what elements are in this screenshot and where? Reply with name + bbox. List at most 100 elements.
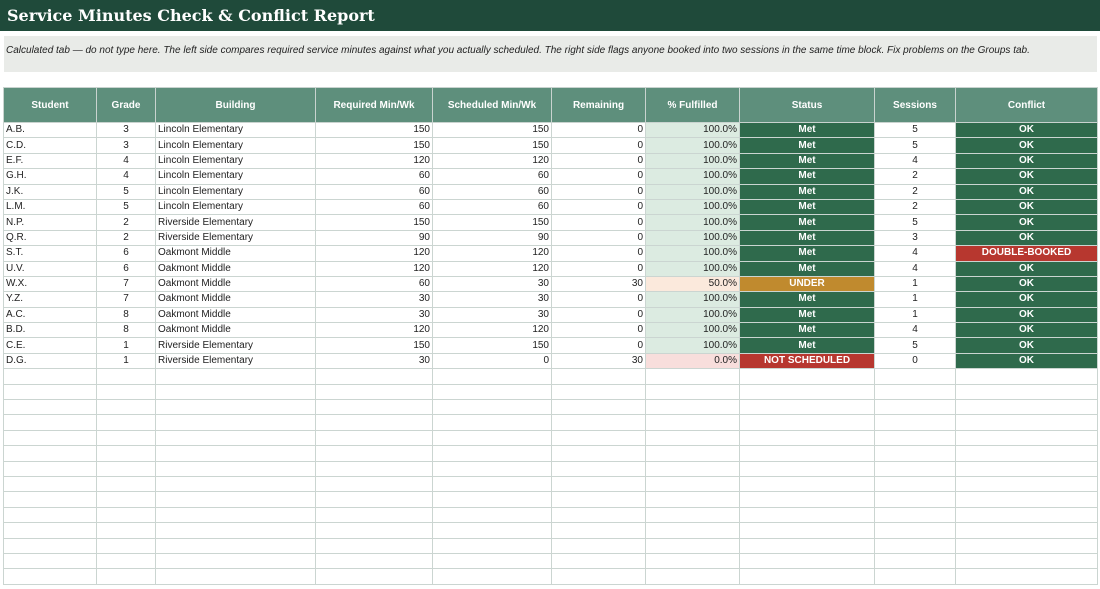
required-cell[interactable]: 150	[315, 337, 433, 354]
empty-cell[interactable]	[645, 506, 740, 524]
sessions-cell[interactable]: 4	[874, 245, 956, 262]
empty-cell[interactable]	[155, 445, 316, 462]
status-cell[interactable]: Met	[739, 229, 875, 247]
scheduled-cell[interactable]: 150	[432, 137, 552, 154]
header-student[interactable]: Student	[3, 87, 97, 123]
empty-cell[interactable]	[955, 429, 1098, 447]
empty-cell[interactable]	[3, 383, 97, 401]
empty-cell[interactable]	[432, 368, 552, 385]
building-cell[interactable]: Riverside Elementary	[155, 229, 316, 247]
required-cell[interactable]: 120	[315, 322, 433, 339]
empty-cell[interactable]	[874, 568, 956, 585]
empty-cell[interactable]	[96, 460, 156, 477]
pct-fulfilled-cell[interactable]: 100.0%	[645, 245, 740, 262]
empty-cell[interactable]	[3, 522, 97, 539]
sessions-cell[interactable]: 0	[874, 352, 956, 370]
sessions-cell[interactable]: 5	[874, 121, 956, 139]
scheduled-cell[interactable]: 150	[432, 214, 552, 231]
status-cell[interactable]: Met	[739, 322, 875, 339]
student-cell[interactable]: U.V.	[3, 260, 97, 277]
required-cell[interactable]: 30	[315, 352, 433, 370]
empty-cell[interactable]	[96, 399, 156, 416]
empty-cell[interactable]	[645, 414, 740, 431]
empty-cell[interactable]	[155, 429, 316, 447]
building-cell[interactable]: Oakmont Middle	[155, 306, 316, 324]
empty-cell[interactable]	[3, 552, 97, 570]
pct-fulfilled-cell[interactable]: 50.0%	[645, 275, 740, 293]
empty-cell[interactable]	[551, 368, 646, 385]
empty-cell[interactable]	[739, 491, 875, 508]
status-cell[interactable]: Met	[739, 121, 875, 139]
scheduled-cell[interactable]: 60	[432, 198, 552, 216]
empty-cell[interactable]	[3, 537, 97, 554]
header-remaining[interactable]: Remaining	[551, 87, 646, 123]
required-cell[interactable]: 120	[315, 260, 433, 277]
empty-cell[interactable]	[645, 568, 740, 585]
empty-cell[interactable]	[874, 552, 956, 570]
required-cell[interactable]: 90	[315, 229, 433, 247]
conflict-cell[interactable]: OK	[955, 137, 1098, 154]
scheduled-cell[interactable]: 120	[432, 260, 552, 277]
empty-cell[interactable]	[551, 522, 646, 539]
empty-cell[interactable]	[551, 537, 646, 554]
empty-cell[interactable]	[96, 475, 156, 493]
empty-cell[interactable]	[645, 522, 740, 539]
student-cell[interactable]: Q.R.	[3, 229, 97, 247]
header-pct-fulfilled[interactable]: % Fulfilled	[645, 87, 740, 123]
empty-cell[interactable]	[432, 383, 552, 401]
scheduled-cell[interactable]: 120	[432, 152, 552, 170]
empty-cell[interactable]	[432, 475, 552, 493]
empty-cell[interactable]	[645, 552, 740, 570]
scheduled-cell[interactable]: 30	[432, 291, 552, 308]
required-cell[interactable]: 30	[315, 291, 433, 308]
empty-cell[interactable]	[645, 399, 740, 416]
empty-cell[interactable]	[3, 445, 97, 462]
conflict-cell[interactable]: OK	[955, 322, 1098, 339]
conflict-cell[interactable]: OK	[955, 291, 1098, 308]
pct-fulfilled-cell[interactable]: 100.0%	[645, 306, 740, 324]
remaining-cell[interactable]: 0	[551, 137, 646, 154]
grade-cell[interactable]: 6	[96, 260, 156, 277]
student-cell[interactable]: B.D.	[3, 322, 97, 339]
empty-cell[interactable]	[739, 475, 875, 493]
empty-cell[interactable]	[739, 568, 875, 585]
status-cell[interactable]: Met	[739, 168, 875, 185]
grade-cell[interactable]: 2	[96, 229, 156, 247]
empty-cell[interactable]	[3, 414, 97, 431]
conflict-cell[interactable]: OK	[955, 275, 1098, 293]
empty-cell[interactable]	[96, 414, 156, 431]
empty-cell[interactable]	[96, 568, 156, 585]
building-cell[interactable]: Riverside Elementary	[155, 352, 316, 370]
status-cell[interactable]: Met	[739, 214, 875, 231]
status-cell[interactable]: Met	[739, 152, 875, 170]
required-cell[interactable]: 150	[315, 137, 433, 154]
remaining-cell[interactable]: 0	[551, 337, 646, 354]
empty-cell[interactable]	[432, 491, 552, 508]
building-cell[interactable]: Oakmont Middle	[155, 245, 316, 262]
student-cell[interactable]: C.D.	[3, 137, 97, 154]
empty-cell[interactable]	[739, 537, 875, 554]
scheduled-cell[interactable]: 150	[432, 337, 552, 354]
scheduled-cell[interactable]: 120	[432, 245, 552, 262]
empty-cell[interactable]	[315, 475, 433, 493]
pct-fulfilled-cell[interactable]: 100.0%	[645, 337, 740, 354]
empty-cell[interactable]	[645, 460, 740, 477]
required-cell[interactable]: 150	[315, 214, 433, 231]
building-cell[interactable]: Oakmont Middle	[155, 322, 316, 339]
required-cell[interactable]: 60	[315, 183, 433, 200]
empty-cell[interactable]	[955, 383, 1098, 401]
required-cell[interactable]: 60	[315, 168, 433, 185]
empty-cell[interactable]	[739, 506, 875, 524]
remaining-cell[interactable]: 0	[551, 260, 646, 277]
status-cell[interactable]: Met	[739, 137, 875, 154]
empty-cell[interactable]	[645, 491, 740, 508]
building-cell[interactable]: Oakmont Middle	[155, 291, 316, 308]
empty-cell[interactable]	[739, 399, 875, 416]
empty-cell[interactable]	[551, 491, 646, 508]
building-cell[interactable]: Riverside Elementary	[155, 214, 316, 231]
empty-cell[interactable]	[432, 522, 552, 539]
sessions-cell[interactable]: 5	[874, 337, 956, 354]
scheduled-cell[interactable]: 0	[432, 352, 552, 370]
header-sessions[interactable]: Sessions	[874, 87, 956, 123]
empty-cell[interactable]	[551, 445, 646, 462]
